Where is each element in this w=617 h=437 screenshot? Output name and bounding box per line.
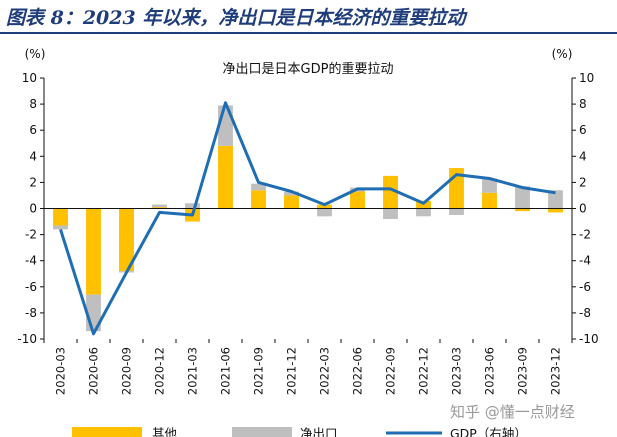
bar-other [218,145,233,209]
x-tick-label: 2021-09 [252,347,266,395]
bar-other [152,207,167,209]
left-tick-label: -2 [25,228,37,242]
bar-net-exports [317,208,332,217]
right-tick-label: 0 [579,202,587,216]
right-tick-label: 8 [579,97,587,111]
bar-other [350,191,365,209]
x-tick-label: 2022-12 [417,347,431,395]
legend-swatch-other [72,427,142,437]
left-tick-label: 10 [22,71,37,85]
left-tick-label: 6 [29,123,37,137]
bar-net-exports [482,178,497,193]
bar-other [317,204,332,209]
bar-other [53,208,68,226]
chart-title: 净出口是日本GDP的重要拉动 [223,61,394,77]
right-tick-label: -8 [579,306,591,320]
x-tick-label: 2020-06 [87,347,101,395]
bar-other [548,208,563,213]
legend-swatch-net-exports [232,427,292,437]
right-tick-label: 4 [579,149,587,163]
x-tick-label: 2020-12 [153,347,167,395]
x-tick-label: 2023-09 [516,347,530,395]
x-tick-label: 2022-06 [351,347,365,395]
title-divider [0,32,617,34]
bar-other [515,208,530,212]
bar-net-exports [416,208,431,217]
x-tick-label: 2022-03 [318,347,332,395]
x-tick-label: 2023-03 [450,347,464,395]
right-tick-label: -10 [579,332,599,346]
legend-label-gdp: GDP（右轴） [450,426,527,437]
left-tick-label: 8 [29,97,37,111]
right-axis-ticks: -10 -8 -6 -4 -2 0 2 4 6 8 10 [572,71,599,346]
left-tick-label: -6 [25,280,37,294]
bar-other [86,208,101,295]
right-tick-label: 10 [579,71,594,85]
left-tick-label: 2 [29,175,37,189]
x-axis-ticks: 2020-03 2020-06 2020-09 2020-12 2021-03 2021-… [43,339,573,395]
bar-net-exports [548,190,563,209]
legend-label-net-exports: 净出口 [300,426,338,437]
bar-net-exports [284,191,299,196]
x-tick-label: 2021-12 [285,347,299,395]
right-tick-label: -2 [579,228,591,242]
x-tick-label: 2021-06 [219,347,233,395]
gdp-line-group [59,101,556,336]
bar-net-exports [251,183,266,191]
bar-other [119,208,134,272]
watermark: 知乎 @懂一点财经 [450,403,575,421]
bar-net-exports [185,203,200,209]
left-axis-unit: (%) [25,47,46,61]
left-tick-label: -4 [25,254,37,268]
bar-other [284,195,299,209]
bar-net-exports [449,208,464,216]
bar-other [383,175,398,209]
right-tick-label: -4 [579,254,591,268]
bar-other [251,190,266,209]
x-tick-label: 2020-03 [54,347,68,395]
bars-group [53,105,563,332]
left-tick-label: 4 [29,149,37,163]
right-axis-unit: (%) [552,47,573,61]
right-tick-label: 6 [579,123,587,137]
bar-net-exports [53,225,68,230]
left-axis-ticks: -10 -8 -6 -4 -2 0 2 4 6 8 10 [17,71,44,346]
x-tick-label: 2022-09 [384,347,398,395]
gdp-line [59,101,556,336]
page-title: 图表 8：2023 年以来，净出口是日本经济的重要拉动 [6,7,466,29]
bar-other [482,192,497,209]
legend: 其他 净出口 GDP（右轴） [72,426,527,437]
x-tick-label: 2020-09 [120,347,134,395]
bar-net-exports [383,208,398,219]
x-tick-label: 2021-03 [186,347,200,395]
right-tick-label: 2 [579,175,587,189]
legend-label-other: 其他 [152,426,178,437]
x-tick-label: 2023-06 [483,347,497,395]
left-tick-label: -10 [17,332,37,346]
left-tick-label: 0 [29,202,37,216]
right-tick-label: -6 [579,280,591,294]
left-tick-label: -8 [25,306,37,320]
bar-net-exports [152,204,167,208]
x-tick-label: 2023-12 [549,347,563,395]
bar-net-exports [515,186,530,209]
